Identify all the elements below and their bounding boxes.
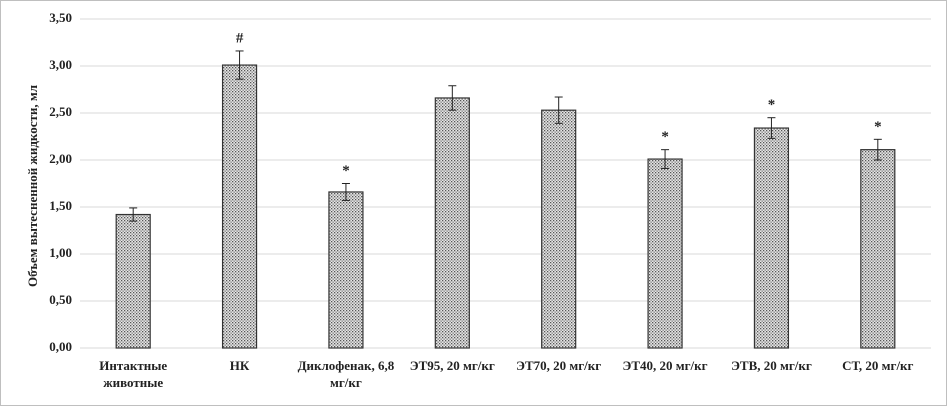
y-tick-label: 1,50 [49, 198, 72, 213]
significance-mark: # [236, 30, 244, 46]
x-tick-label: Интактные животные [99, 358, 168, 390]
x-tick-label: ЭТ40, 20 мг/кг [622, 358, 708, 373]
bar [434, 97, 470, 349]
significance-mark: * [768, 97, 776, 113]
y-tick-label: 2,00 [49, 151, 72, 166]
x-tick-label: ЭТВ, 20 мг/кг [731, 358, 812, 373]
x-tick-label: НК [229, 358, 250, 373]
bar [860, 149, 896, 349]
significance-mark: * [661, 129, 669, 145]
y-axis-label: Объем вытесненной жидкости, мл [25, 85, 40, 287]
error-bar [554, 96, 563, 124]
y-tick-label: 3,50 [49, 10, 72, 25]
bar [115, 213, 151, 349]
error-bar [448, 85, 457, 111]
error-bar [129, 207, 138, 222]
y-tick-label: 0,00 [49, 339, 72, 354]
bar [647, 158, 683, 349]
error-bar [235, 50, 244, 80]
x-tick-label: ЭТ95, 20 мг/кг [409, 358, 495, 373]
bar [221, 64, 258, 349]
x-tick-label: ЭТ70, 20 мг/кг [516, 358, 602, 373]
error-bar [341, 183, 350, 201]
x-tick-label: СТ, 20 мг/кг [842, 358, 914, 373]
y-tick-label: 3,00 [49, 57, 72, 72]
bar [541, 109, 577, 349]
error-bar [873, 138, 882, 161]
error-bar [767, 117, 776, 139]
x-tick-label: Диклофенак, 6,8 мг/кг [297, 358, 395, 390]
significance-mark: * [342, 163, 350, 179]
y-tick-label: 2,50 [49, 104, 72, 119]
y-tick-label: 1,00 [49, 245, 72, 260]
bar [753, 127, 790, 349]
error-bar [661, 149, 670, 169]
bar [328, 191, 364, 349]
significance-mark: * [874, 119, 882, 135]
y-tick-label: 0,50 [49, 292, 72, 307]
